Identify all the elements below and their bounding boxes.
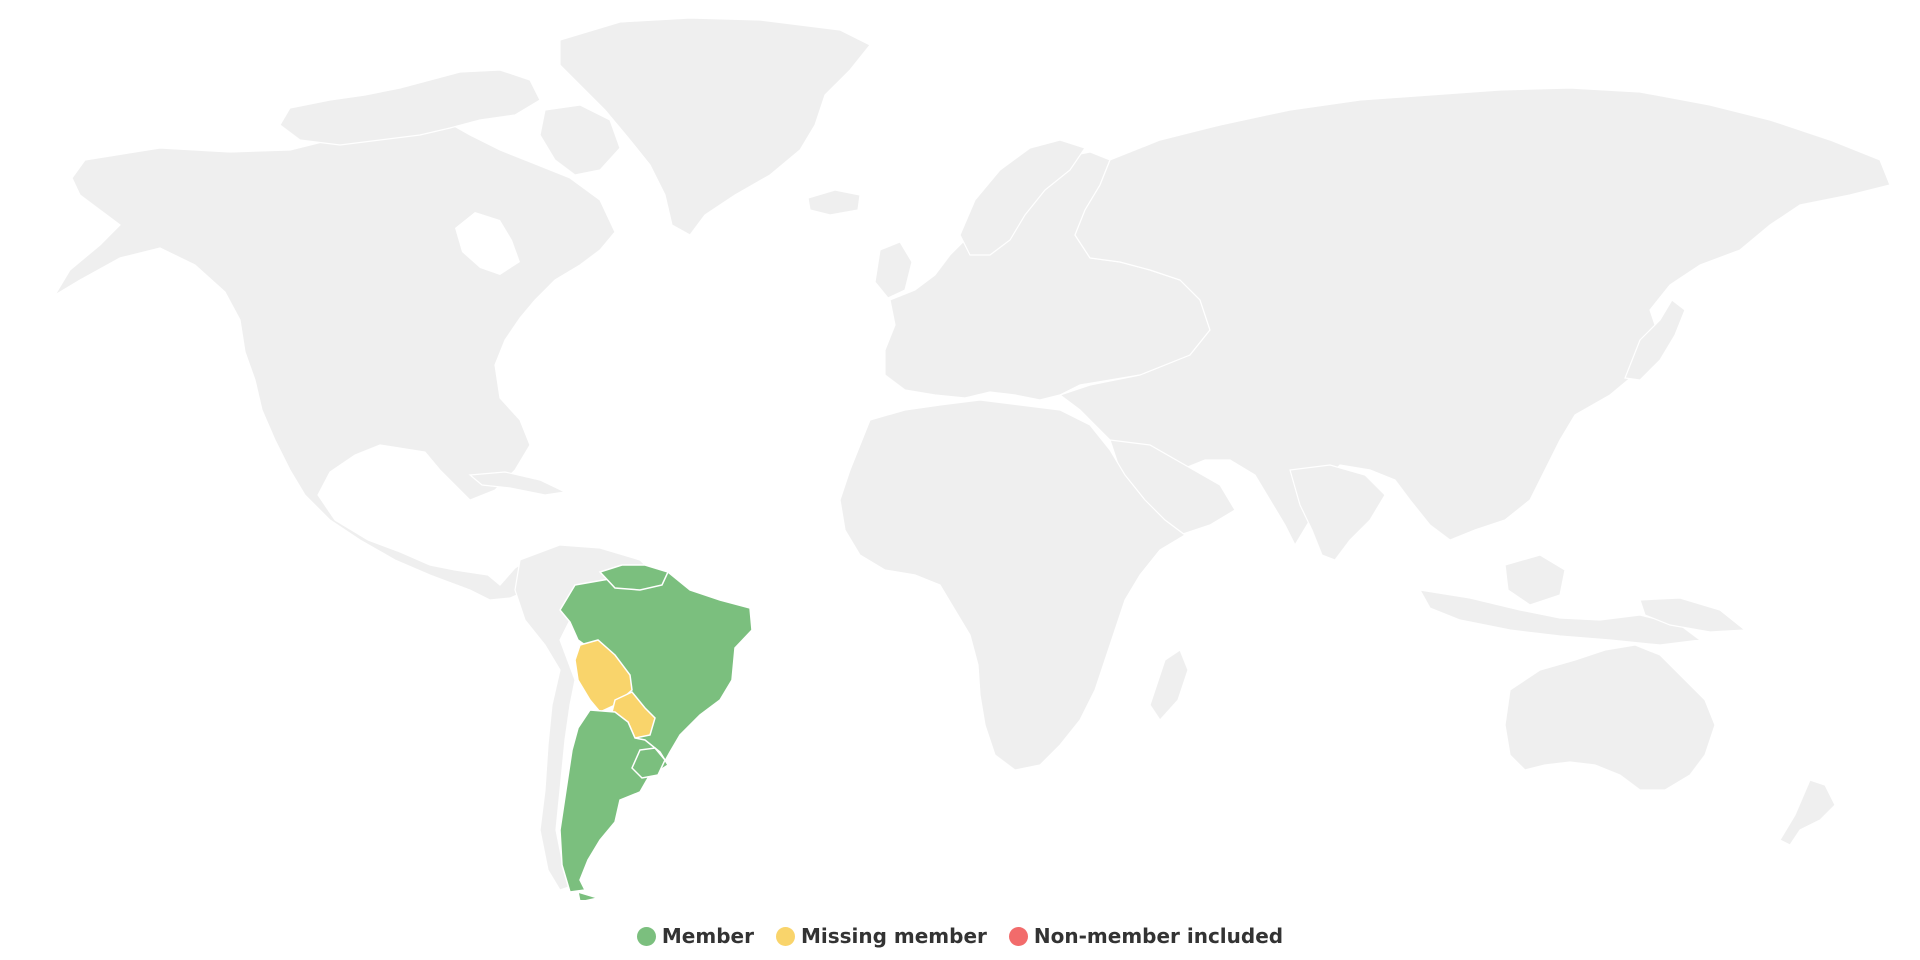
madagascar[interactable] xyxy=(1149,649,1189,721)
scandinavia[interactable] xyxy=(959,139,1086,256)
country-uruguay[interactable] xyxy=(631,747,666,779)
japan[interactable] xyxy=(1624,299,1686,381)
legend-item-member[interactable]: Member xyxy=(636,924,754,948)
greenland[interactable] xyxy=(559,17,871,236)
map-legend: Member Missing member Non-member included xyxy=(0,918,1920,954)
north-america[interactable] xyxy=(54,117,616,601)
iceland[interactable] xyxy=(807,189,861,216)
britain[interactable] xyxy=(874,241,913,299)
legend-label: Non-member included xyxy=(1033,924,1284,948)
legend-nonmember-dot-icon xyxy=(1008,926,1028,946)
hudson-bay xyxy=(455,212,520,275)
legend-item-nonmember[interactable]: Non-member included xyxy=(1008,924,1284,948)
arctic-islands[interactable] xyxy=(279,69,541,146)
legend-item-missing[interactable]: Missing member xyxy=(775,924,987,948)
asia[interactable] xyxy=(1058,87,1891,547)
legend-label: Member xyxy=(661,924,754,948)
india[interactable] xyxy=(1289,464,1386,561)
legend-member-dot-icon xyxy=(636,926,656,946)
country-guiana-region[interactable] xyxy=(598,564,670,591)
new-guinea[interactable] xyxy=(1639,597,1747,633)
legend-label: Missing member xyxy=(800,924,987,948)
new-zealand[interactable] xyxy=(1779,779,1836,846)
caribbean[interactable] xyxy=(468,471,568,496)
baffin-island[interactable] xyxy=(539,104,621,176)
australia[interactable] xyxy=(1504,644,1716,791)
legend-missing-dot-icon xyxy=(775,926,795,946)
tierra-del-fuego[interactable] xyxy=(577,890,601,900)
indonesia[interactable] xyxy=(1418,589,1702,646)
africa[interactable] xyxy=(839,399,1187,771)
world-map xyxy=(54,17,1891,900)
borneo[interactable] xyxy=(1504,554,1566,606)
